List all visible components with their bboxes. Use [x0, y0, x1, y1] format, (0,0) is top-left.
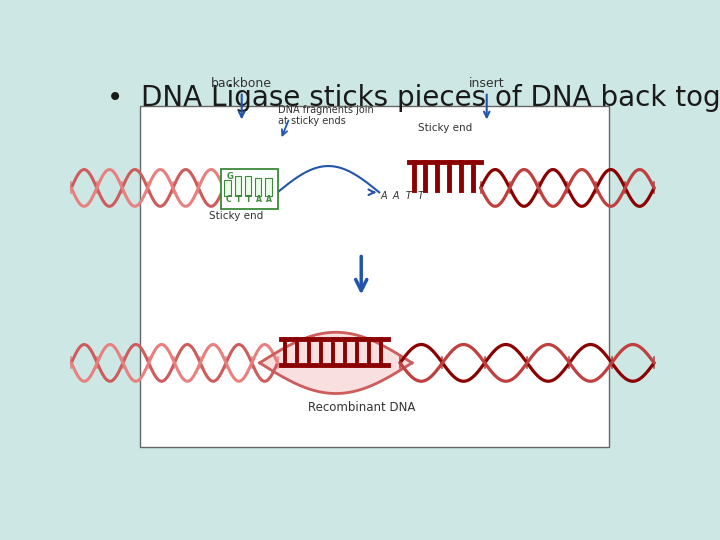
Text: T: T: [235, 195, 240, 204]
Text: A: A: [266, 195, 271, 204]
FancyBboxPatch shape: [235, 176, 241, 196]
Text: backbone: backbone: [211, 77, 272, 90]
Text: A: A: [256, 195, 261, 204]
FancyBboxPatch shape: [245, 176, 251, 196]
FancyBboxPatch shape: [140, 106, 609, 447]
FancyBboxPatch shape: [265, 178, 271, 196]
Text: •  DNA Ligase sticks pieces of DNA back together: • DNA Ligase sticks pieces of DNA back t…: [107, 84, 720, 112]
Text: Recombinant DNA: Recombinant DNA: [307, 401, 415, 414]
Text: Sticky end: Sticky end: [418, 123, 472, 133]
Text: insert: insert: [469, 77, 505, 90]
Text: C: C: [225, 195, 231, 204]
FancyBboxPatch shape: [225, 180, 231, 196]
Text: Sticky end: Sticky end: [209, 211, 263, 220]
Text: A  A  T  T: A A T T: [380, 191, 424, 201]
Text: DNA fragments join
at sticky ends: DNA fragments join at sticky ends: [278, 105, 373, 126]
FancyBboxPatch shape: [221, 168, 278, 209]
Text: G: G: [226, 172, 233, 181]
Text: T: T: [246, 195, 251, 204]
FancyBboxPatch shape: [255, 178, 261, 196]
